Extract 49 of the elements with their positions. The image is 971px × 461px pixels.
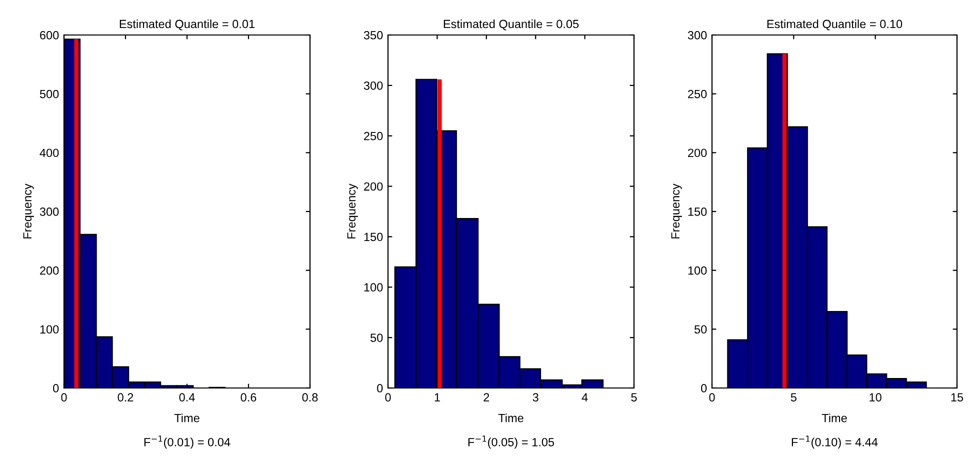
y-tick-label: 100 — [364, 283, 383, 292]
text: F$^{−1}$(0.05) = 1.05 — [468, 436, 554, 449]
x-tick-label: 5 — [790, 393, 796, 402]
y-tick-label: 250 — [688, 90, 707, 98]
text: F$^{−1}$(0.01) = 0.04 — [144, 436, 230, 449]
x-tick-label: 4 — [582, 393, 588, 402]
x-axis-title: Time — [498, 414, 524, 422]
y-tick-label: 100 — [40, 325, 59, 334]
chart-title: Estimated Quantile = 0.05 — [444, 20, 579, 30]
x-tick-label: 2 — [484, 393, 490, 402]
y-tick-label: 50 — [694, 325, 707, 334]
x-tick-label: 0.2 — [118, 393, 134, 402]
y-tick-label: 300 — [688, 31, 707, 40]
text: F$^{−1}$(0.10) = 4.44 — [792, 436, 878, 449]
chart-title: Estimated Quantile = 0.01 — [120, 20, 255, 30]
y-tick-label: 150 — [688, 208, 707, 216]
y-axis-title: Frequency — [23, 184, 34, 238]
y-tick-label: 500 — [40, 90, 59, 98]
chart-title: Estimated Quantile = 0.10 — [767, 20, 902, 30]
y-tick-label: 150 — [364, 232, 383, 242]
x-tick-label: 15 — [951, 393, 964, 402]
x-tick-label: 0.8 — [302, 393, 318, 402]
y-tick-label: 0 — [53, 384, 59, 392]
x-tick-label: 5 — [631, 393, 637, 402]
y-tick-label: 350 — [364, 31, 383, 40]
y-tick-label: 200 — [688, 148, 707, 158]
x-tick-label: 10 — [870, 393, 882, 402]
x-tick-label: 1 — [434, 393, 440, 402]
y-tick-label: 200 — [40, 266, 59, 275]
x-axis-title: Time — [174, 414, 200, 422]
y-tick-label: 300 — [364, 81, 383, 90]
y-tick-label: 250 — [364, 132, 383, 140]
y-tick-label: 0 — [377, 384, 383, 392]
x-tick-label: 0.4 — [179, 393, 195, 402]
y-tick-label: 300 — [40, 208, 59, 216]
x-tick-label: 0 — [61, 393, 67, 402]
x-axis-title: Time — [822, 414, 847, 422]
y-tick-label: 400 — [40, 148, 59, 158]
y-tick-label: 0 — [701, 384, 707, 392]
y-tick-label: 200 — [364, 182, 383, 191]
y-tick-label: 100 — [688, 266, 707, 275]
y-tick-label: 600 — [40, 31, 59, 40]
x-tick-label: 3 — [532, 393, 538, 402]
x-tick-label: 0 — [709, 393, 715, 402]
y-axis-title: Frequency — [347, 184, 358, 238]
x-tick-label: 0 — [385, 393, 391, 402]
x-tick-label: 0.6 — [240, 393, 256, 402]
y-tick-label: 50 — [370, 334, 383, 342]
y-axis-title: Frequency — [671, 184, 682, 238]
